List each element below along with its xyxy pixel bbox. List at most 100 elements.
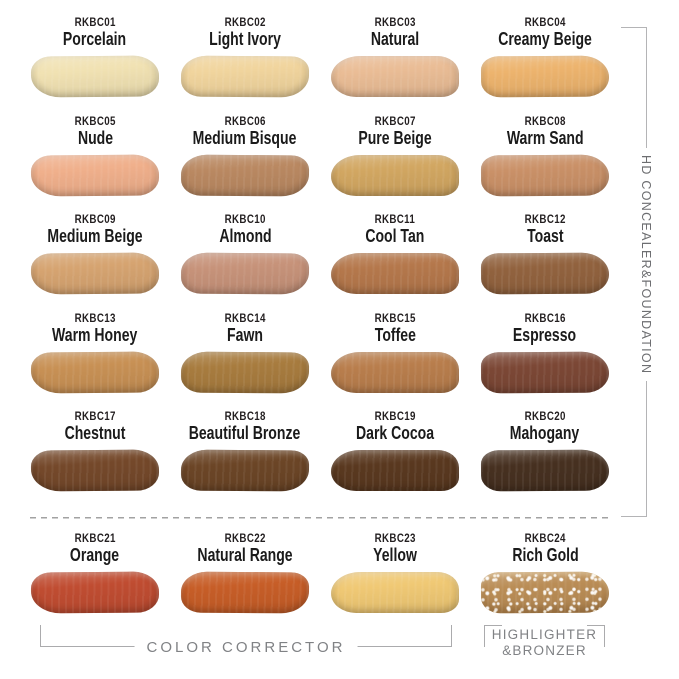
shade-name: Chestnut (64, 423, 126, 444)
shade-swatch (30, 154, 160, 197)
shade-swatch (180, 55, 310, 98)
shade-swatch (480, 154, 610, 197)
shade-code: RKBC15 (374, 312, 416, 325)
shade-cell: RKBC14 Fawn (170, 312, 320, 411)
shade-name: Medium Beige (47, 226, 143, 247)
shade-swatch (331, 253, 459, 295)
shade-name: Toffee (374, 324, 416, 345)
shade-cell: RKBC10 Almond (170, 213, 320, 312)
shade-code: RKBC16 (524, 312, 566, 325)
shade-cell: RKBC04 Creamy Beige (470, 16, 620, 115)
shade-code: RKBC01 (74, 17, 116, 29)
shade-swatch (331, 154, 459, 196)
shade-name: Mahogany (510, 423, 580, 444)
shade-swatch (30, 252, 160, 295)
shade-code: RKBC17 (74, 411, 116, 423)
shade-code: RKBC02 (224, 17, 266, 29)
shade-code: RKBC24 (524, 533, 566, 545)
highlighter-bronzer-bracket: HIGHLIGHTER &BRONZER (484, 625, 605, 661)
shade-swatch (331, 450, 459, 492)
shade-code: RKBC12 (524, 214, 566, 226)
shade-cell: RKBC02 Light Ivory (170, 16, 320, 115)
color-corrector-bracket: COLOR CORRECTOR (40, 625, 452, 656)
shade-name: Toast (526, 226, 564, 247)
shade-name: Natural (370, 29, 420, 50)
shade-code: RKBC11 (374, 214, 416, 226)
shade-code: RKBC20 (524, 411, 566, 423)
shade-swatch (480, 55, 610, 98)
shade-code: RKBC13 (74, 312, 116, 325)
shade-name: Nude (77, 127, 113, 148)
shade-name: Warm Sand (506, 127, 584, 148)
shade-cell: RKBC19 Dark Cocoa (320, 410, 470, 509)
shade-swatch (180, 252, 310, 295)
shade-swatch (331, 572, 459, 614)
shade-swatch (30, 55, 160, 98)
shade-swatch (180, 449, 310, 492)
shade-swatch (480, 351, 610, 394)
highlighter-label-line2: &BRONZER (502, 642, 587, 658)
shade-swatch (180, 571, 310, 614)
right-bracket-bottom-tick (621, 516, 647, 517)
bracket-corner-right (587, 625, 605, 647)
shade-cell: RKBC05 Nude (20, 115, 170, 214)
shade-code: RKBC04 (524, 17, 566, 29)
highlighter-label-line1: HIGHLIGHTER (491, 627, 598, 642)
shade-cell: RKBC20 Mahogany (470, 410, 620, 509)
shade-cell: RKBC21 Orange (20, 532, 170, 630)
bracket-corner-left (484, 625, 502, 647)
shade-code: RKBC05 (74, 115, 116, 128)
shade-name: Medium Bisque (193, 127, 297, 148)
shade-name: Almond (218, 226, 272, 247)
right-bracket-top-tick (621, 27, 647, 28)
shade-code: RKBC10 (224, 214, 266, 226)
shade-cell: RKBC17 Chestnut (20, 410, 170, 509)
shade-cell: RKBC07 Pure Beige (320, 115, 470, 214)
shade-name: Natural Range (197, 545, 293, 566)
shade-swatch (180, 351, 310, 394)
shade-swatch (480, 449, 610, 492)
corrector-highlighter-grid: RKBC21 Orange RKBC22 Natural Range RKBC2… (20, 532, 620, 630)
shade-swatch (331, 56, 459, 98)
shade-swatch (30, 571, 160, 614)
shade-name: Creamy Beige (498, 29, 592, 50)
shade-code: RKBC22 (224, 533, 266, 545)
shade-code: RKBC09 (74, 214, 116, 226)
shade-cell: RKBC23 Yellow (320, 532, 470, 630)
shade-code: RKBC14 (224, 312, 266, 325)
shade-code: RKBC07 (374, 115, 416, 128)
shade-cell: RKBC08 Warm Sand (470, 115, 620, 214)
shade-cell: RKBC11 Cool Tan (320, 213, 470, 312)
shade-code: RKBC19 (374, 411, 416, 423)
shade-cell: RKBC24 Rich Gold (470, 532, 620, 630)
shade-cell: RKBC22 Natural Range (170, 532, 320, 630)
shade-name: Beautiful Bronze (189, 423, 301, 444)
shade-code: RKBC03 (374, 17, 416, 29)
shade-name: Pure Beige (358, 127, 432, 148)
shade-swatch (480, 252, 610, 295)
shade-name: Light Ivory (209, 29, 281, 50)
shade-cell: RKBC09 Medium Beige (20, 213, 170, 312)
shade-name: Warm Honey (52, 324, 138, 345)
shade-cell: RKBC13 Warm Honey (20, 312, 170, 411)
shade-code: RKBC18 (224, 411, 266, 423)
shade-cell: RKBC15 Toffee (320, 312, 470, 411)
shade-swatch (180, 154, 310, 197)
shade-cell: RKBC01 Porcelain (20, 16, 170, 115)
shade-name: Porcelain (63, 29, 127, 50)
dashed-divider (30, 517, 610, 519)
shade-swatch (30, 351, 160, 394)
shade-code: RKBC06 (224, 115, 266, 128)
shade-cell: RKBC03 Natural (320, 16, 470, 115)
shade-name: Cool Tan (365, 226, 425, 247)
shade-swatch (331, 351, 459, 393)
shade-cell: RKBC12 Toast (470, 213, 620, 312)
concealer-foundation-grid: RKBC01 Porcelain RKBC02 Light Ivory RKBC… (20, 16, 620, 509)
shade-code: RKBC23 (374, 533, 416, 545)
shade-name: Fawn (227, 324, 263, 345)
shade-code: RKBC08 (524, 115, 566, 128)
group-label-hd-concealer-foundation: HD CONCEALER&FOUNDATION (638, 148, 654, 382)
shade-name: Espresso (513, 324, 577, 345)
shade-swatch (480, 571, 610, 614)
